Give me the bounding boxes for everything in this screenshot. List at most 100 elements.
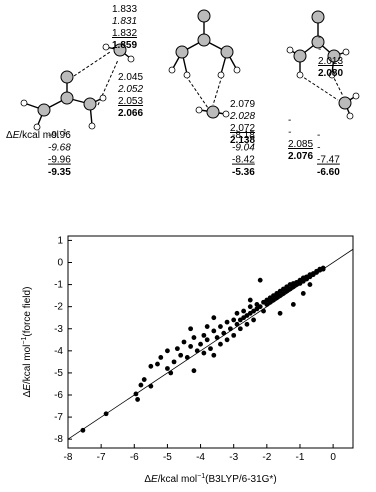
distance-label: 1.833 xyxy=(112,4,137,15)
point xyxy=(148,363,154,369)
label-part: (B3LYP/6-31G*) xyxy=(205,474,277,485)
point xyxy=(171,359,177,365)
distance-label: 2.076 xyxy=(288,151,313,162)
point xyxy=(135,397,140,402)
label-part: /kcal mol xyxy=(158,474,197,485)
point xyxy=(241,308,247,314)
y-tick-label: 0 xyxy=(57,258,63,269)
delta: Δ xyxy=(6,130,13,141)
energy-value: -9.35 xyxy=(48,167,71,178)
point xyxy=(221,330,227,336)
point xyxy=(234,310,240,316)
point xyxy=(247,304,253,310)
point xyxy=(201,350,207,356)
distance-label: - xyxy=(318,44,322,55)
distance-label: 2.053 xyxy=(118,96,143,107)
x-tick-label: -3 xyxy=(229,452,238,463)
exponent: −1 xyxy=(59,129,67,136)
label-part: Δ xyxy=(22,390,33,397)
energy-value: - xyxy=(317,142,321,153)
distance-label: 2.072 xyxy=(230,123,255,134)
x-tick-label: -1 xyxy=(296,452,305,463)
energy-value: -9.04 xyxy=(232,142,255,153)
point xyxy=(224,337,230,343)
point xyxy=(165,366,170,371)
point xyxy=(211,352,217,358)
molecule-3 xyxy=(286,10,360,120)
point xyxy=(277,310,283,316)
distance-label: 2.028 xyxy=(229,111,255,122)
energy-value: - xyxy=(317,130,320,141)
x-axis-label: ΔE/kcal mol−1(B3LYP/6-31G*) xyxy=(144,473,276,485)
point xyxy=(234,321,240,327)
distance-label: 2.080 xyxy=(318,68,343,79)
distance-label: 2.079 xyxy=(230,99,255,110)
point xyxy=(188,344,194,349)
energy-value: -5.36 xyxy=(232,167,255,178)
energy-value: -7.47 xyxy=(317,155,340,166)
energy-label: ΔE/kcal mol−1: xyxy=(6,129,70,141)
distance-label: - xyxy=(318,32,321,43)
distance-label: 2.138 xyxy=(230,135,255,146)
y-tick-label: -5 xyxy=(54,368,63,379)
distance-label: 2.052 xyxy=(117,84,143,95)
point xyxy=(191,368,197,374)
point xyxy=(103,411,109,417)
point xyxy=(224,319,230,325)
point xyxy=(218,341,223,347)
point xyxy=(261,308,266,314)
point xyxy=(227,326,233,332)
point xyxy=(257,277,263,283)
y-tick-label: -3 xyxy=(54,324,63,335)
y-tick-label: -6 xyxy=(54,390,63,401)
symbol: E xyxy=(13,130,20,141)
label-part: /kcal mol xyxy=(22,345,33,384)
y-tick-label: -2 xyxy=(54,302,63,313)
y-tick-label: -1 xyxy=(54,280,63,291)
label-part: Δ xyxy=(144,474,151,485)
colon: : xyxy=(67,130,70,141)
label-part: −1 xyxy=(197,473,205,480)
point xyxy=(204,337,210,343)
y-tick-label: -7 xyxy=(54,412,63,423)
point xyxy=(158,355,164,360)
x-tick-label: -4 xyxy=(196,452,205,463)
point xyxy=(80,427,86,433)
distance-label: 2.045 xyxy=(118,72,143,83)
y-tick-label: -8 xyxy=(54,434,63,445)
x-tick-label: 0 xyxy=(330,452,336,463)
distance-label: 2.085 xyxy=(288,139,313,150)
x-tick-label: -6 xyxy=(130,452,139,463)
distance-label: 1.831 xyxy=(112,16,137,27)
energy-value: -9.96 xyxy=(48,130,71,141)
point xyxy=(231,317,237,323)
molecule-2 xyxy=(168,9,241,119)
molecule-1 xyxy=(20,43,135,131)
point xyxy=(244,321,250,327)
distance-label: 2.066 xyxy=(118,108,143,119)
point xyxy=(148,383,154,389)
point xyxy=(251,317,256,323)
y-tick-label: 1 xyxy=(57,235,63,246)
point xyxy=(211,328,217,334)
x-tick-label: -5 xyxy=(163,452,172,463)
x-tick-label: -7 xyxy=(97,452,106,463)
distance-label: - xyxy=(288,127,292,138)
energy-value: -8.18 xyxy=(232,130,255,141)
label-part: E xyxy=(22,384,33,391)
point xyxy=(184,355,190,360)
distance-label: 2.013 xyxy=(318,56,343,67)
plot-frame xyxy=(67,235,354,449)
energy-value: -8.42 xyxy=(232,155,255,166)
distance-label: - xyxy=(288,115,291,126)
point xyxy=(201,332,207,338)
point xyxy=(204,324,210,329)
energy-value: -9.96 xyxy=(48,155,71,166)
distance-label: 1.832 xyxy=(112,28,137,39)
point xyxy=(300,291,306,296)
energy-value: -9.68 xyxy=(48,142,71,153)
label-part: −1 xyxy=(21,337,28,345)
y-tick-label: -4 xyxy=(54,346,63,357)
point xyxy=(257,304,263,310)
